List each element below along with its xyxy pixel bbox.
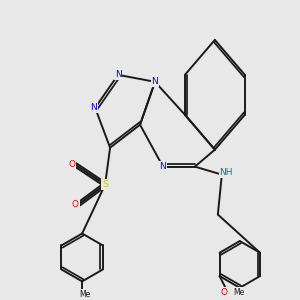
- Text: O: O: [68, 160, 75, 169]
- Text: N: N: [90, 103, 97, 112]
- Text: Me: Me: [80, 290, 91, 299]
- Text: O: O: [221, 288, 228, 297]
- Text: N: N: [160, 162, 166, 171]
- Text: NH: NH: [220, 168, 233, 177]
- Text: Me: Me: [234, 288, 245, 297]
- Text: O: O: [72, 200, 79, 209]
- Text: S: S: [102, 180, 108, 189]
- Text: N: N: [115, 70, 122, 79]
- Text: N: N: [152, 77, 158, 86]
